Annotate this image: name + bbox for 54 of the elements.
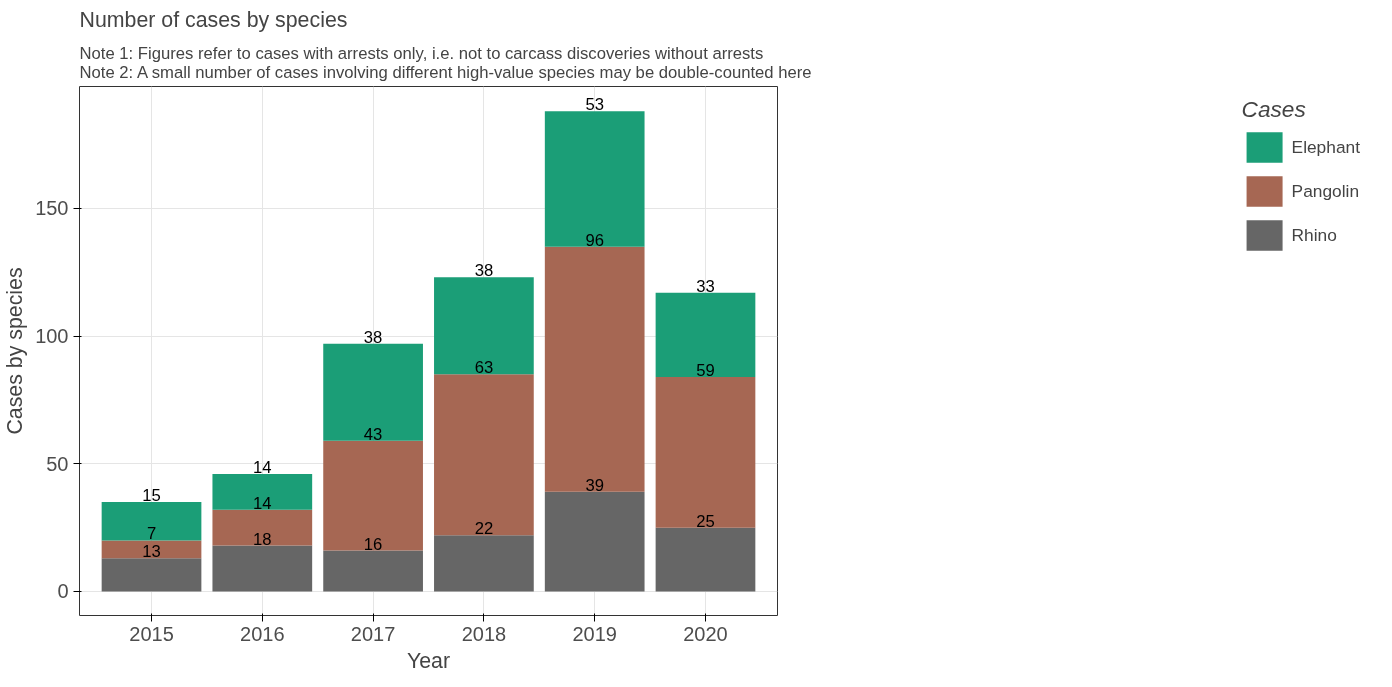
bar bbox=[212, 473, 313, 510]
bar bbox=[101, 558, 202, 592]
x-tick-label: 2017 bbox=[350, 622, 396, 645]
data-label: 53 bbox=[585, 95, 604, 115]
data-label: 15 bbox=[142, 486, 161, 506]
data-label: 63 bbox=[474, 358, 494, 378]
chart-title: Number of cases by species bbox=[79, 7, 348, 32]
data-label: 13 bbox=[142, 542, 161, 562]
data-label: 59 bbox=[696, 360, 715, 380]
x-tick-label: 2019 bbox=[572, 622, 617, 645]
x-tick-label: 2018 bbox=[461, 622, 507, 645]
data-label: 14 bbox=[253, 457, 272, 477]
bar bbox=[323, 550, 423, 592]
data-label: 39 bbox=[585, 475, 604, 495]
bar bbox=[655, 292, 756, 377]
bar bbox=[323, 440, 423, 551]
data-label: 96 bbox=[585, 230, 604, 250]
bar bbox=[544, 111, 645, 247]
y-tick-label: 100 bbox=[35, 325, 69, 348]
y-tick-label: 50 bbox=[46, 452, 69, 475]
bar bbox=[323, 343, 423, 441]
data-label: 38 bbox=[474, 261, 494, 281]
bar bbox=[655, 527, 756, 592]
bar bbox=[212, 509, 313, 546]
data-label: 7 bbox=[146, 524, 157, 544]
legend-label: Rhino bbox=[1291, 224, 1337, 246]
data-label: 22 bbox=[474, 519, 494, 539]
bar bbox=[101, 502, 202, 541]
x-tick-label: 2015 bbox=[129, 622, 174, 645]
data-label: 43 bbox=[363, 424, 383, 444]
data-label: 18 bbox=[253, 529, 272, 549]
bar bbox=[544, 491, 645, 592]
y-tick-label: 0 bbox=[57, 580, 69, 603]
data-label: 25 bbox=[696, 511, 715, 531]
bar bbox=[434, 277, 534, 375]
y-axis-title: Cases by species bbox=[3, 267, 28, 435]
bar bbox=[434, 535, 534, 592]
x-tick-label: 2016 bbox=[240, 622, 285, 645]
bar bbox=[434, 374, 534, 536]
legend-title: Cases bbox=[1241, 96, 1307, 123]
legend-label: Elephant bbox=[1291, 136, 1360, 158]
data-label: 38 bbox=[363, 327, 383, 347]
bar bbox=[212, 545, 313, 592]
data-label: 33 bbox=[696, 276, 715, 296]
x-tick-label: 2020 bbox=[683, 622, 728, 645]
bar bbox=[655, 376, 756, 528]
y-tick-label: 150 bbox=[35, 197, 69, 220]
bar bbox=[101, 540, 202, 559]
data-label: 16 bbox=[363, 534, 383, 554]
x-axis-title: Year bbox=[406, 648, 451, 673]
data-label: 14 bbox=[253, 493, 272, 513]
chart-subtitle: Note 1: Figures refer to cases with arrests only, i.e. not to carcass discoveries without arrests Note 2: A small number of cases involving different high-value species may be double-counted here bbox=[79, 43, 812, 82]
bar bbox=[544, 246, 645, 492]
legend-label: Pangolin bbox=[1291, 180, 1360, 202]
